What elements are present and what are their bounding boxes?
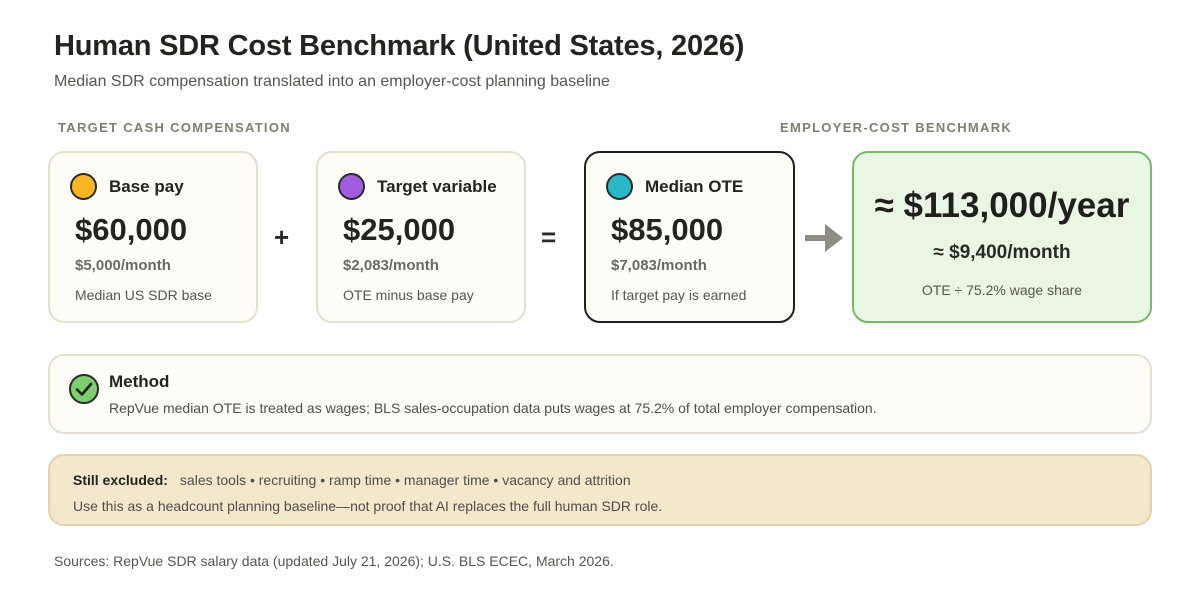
card-monthly: $7,083/month bbox=[611, 257, 707, 274]
equals-operator: = bbox=[541, 222, 557, 252]
card-amount: $25,000 bbox=[343, 212, 456, 247]
card-monthly: $2,083/month bbox=[343, 257, 439, 274]
section-label-cash: TARGET CASH COMPENSATION bbox=[58, 120, 291, 135]
excluded-panel: Still excluded: sales tools • recruiting … bbox=[48, 454, 1152, 526]
sources-footnote: Sources: RepVue SDR salary data (updated… bbox=[54, 553, 614, 569]
card-amount: $60,000 bbox=[75, 212, 188, 247]
card-note: Median US SDR base bbox=[75, 287, 212, 303]
median-ote-dot-icon bbox=[606, 173, 633, 200]
card-amount: $85,000 bbox=[611, 212, 724, 247]
page-title: Human SDR Cost Benchmark (United States,… bbox=[54, 30, 745, 62]
page-subtitle: Median SDR compensation translated into … bbox=[54, 73, 610, 90]
plus-operator: + bbox=[274, 222, 290, 252]
target-variable-dot-icon bbox=[338, 173, 365, 200]
card-name: Base pay bbox=[109, 176, 184, 196]
method-panel: Method RepVue median OTE is treated as w… bbox=[48, 354, 1152, 434]
median-ote-card: Median OTE $85,000 $7,083/month If targe… bbox=[584, 151, 795, 323]
card-note: If target pay is earned bbox=[611, 287, 747, 303]
excluded-label: Still excluded: bbox=[73, 472, 168, 488]
benchmark-monthly: ≈ $9,400/month bbox=[933, 242, 1071, 263]
method-text: RepVue median OTE is treated as wages; B… bbox=[109, 400, 877, 416]
benchmark-annual: ≈ $113,000/year bbox=[874, 186, 1130, 225]
base-pay-dot-icon bbox=[70, 173, 97, 200]
target-variable-card: Target variable $25,000 $2,083/month OTE… bbox=[316, 151, 526, 323]
method-title: Method bbox=[109, 372, 170, 391]
card-name: Median OTE bbox=[645, 176, 744, 196]
employer-cost-benchmark-card: ≈ $113,000/year ≈ $9,400/month OTE ÷ 75.… bbox=[852, 151, 1152, 323]
checkmark-icon bbox=[69, 374, 99, 404]
base-pay-card: Base pay $60,000 $5,000/month Median US … bbox=[48, 151, 258, 323]
benchmark-note: OTE ÷ 75.2% wage share bbox=[921, 282, 1083, 298]
arrow-right-icon bbox=[805, 224, 843, 252]
section-label-employer: EMPLOYER-COST BENCHMARK bbox=[780, 120, 1013, 135]
excluded-note: Use this as a headcount planning baselin… bbox=[73, 498, 663, 514]
card-monthly: $5,000/month bbox=[75, 257, 171, 274]
card-name: Target variable bbox=[377, 176, 497, 196]
card-note: OTE minus base pay bbox=[343, 287, 474, 303]
excluded-row: Still excluded: sales tools • recruiting … bbox=[73, 472, 631, 488]
excluded-items: sales tools • recruiting • ramp time • m… bbox=[179, 472, 631, 488]
